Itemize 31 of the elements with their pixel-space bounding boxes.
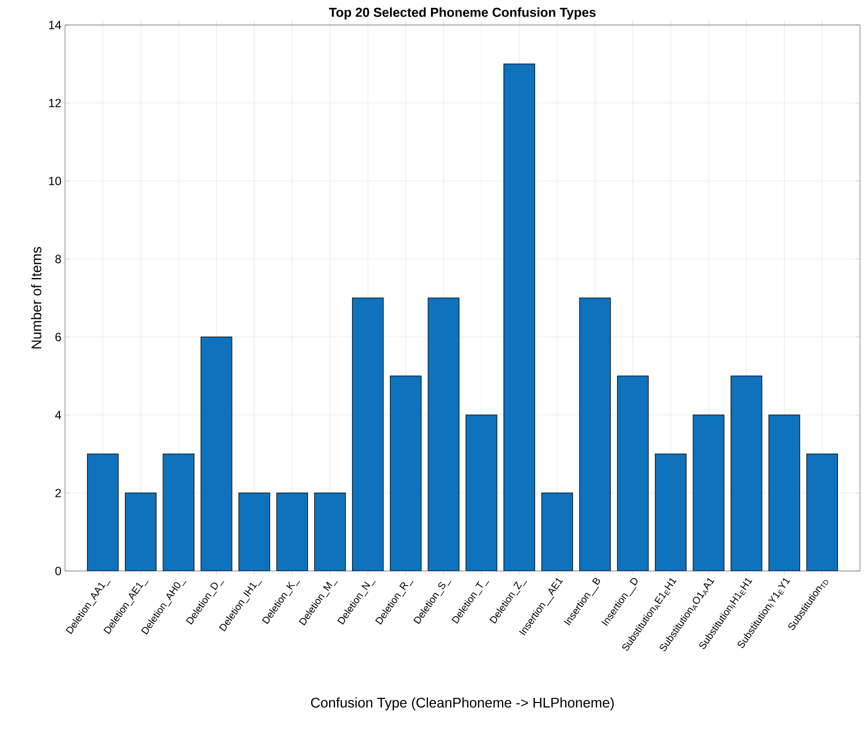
bar [428,298,460,571]
bar [654,454,687,571]
bar [390,376,422,571]
y-axis-title: Number of Items [31,246,42,348]
chart-title: Top 20 Selected Phoneme Confusion Types [329,7,596,20]
y-tick-label: 14 [49,20,62,30]
bar [200,336,232,571]
bar [124,492,157,571]
bar [162,454,194,571]
y-tick-label: 12 [49,98,61,108]
bar [352,298,384,571]
y-tick-label: 8 [55,254,61,264]
bar [730,376,762,571]
bar [238,492,270,571]
bar [466,414,498,571]
bar [503,64,536,571]
bar [579,298,611,571]
bar [692,414,724,571]
x-axis-title: Confusion Type (CleanPhoneme -> HLPhoneme) [311,697,614,710]
y-tick-label: 6 [55,332,61,342]
y-tick-label: 2 [55,488,61,498]
bar [541,492,573,571]
bar [806,454,838,571]
bar [276,492,308,571]
bar [314,492,346,571]
y-tick-label: 0 [55,566,62,576]
y-tick-label: 4 [55,410,62,420]
bar [617,376,649,571]
bar [768,414,800,571]
y-tick-label: 10 [49,176,62,186]
bar [87,454,119,571]
